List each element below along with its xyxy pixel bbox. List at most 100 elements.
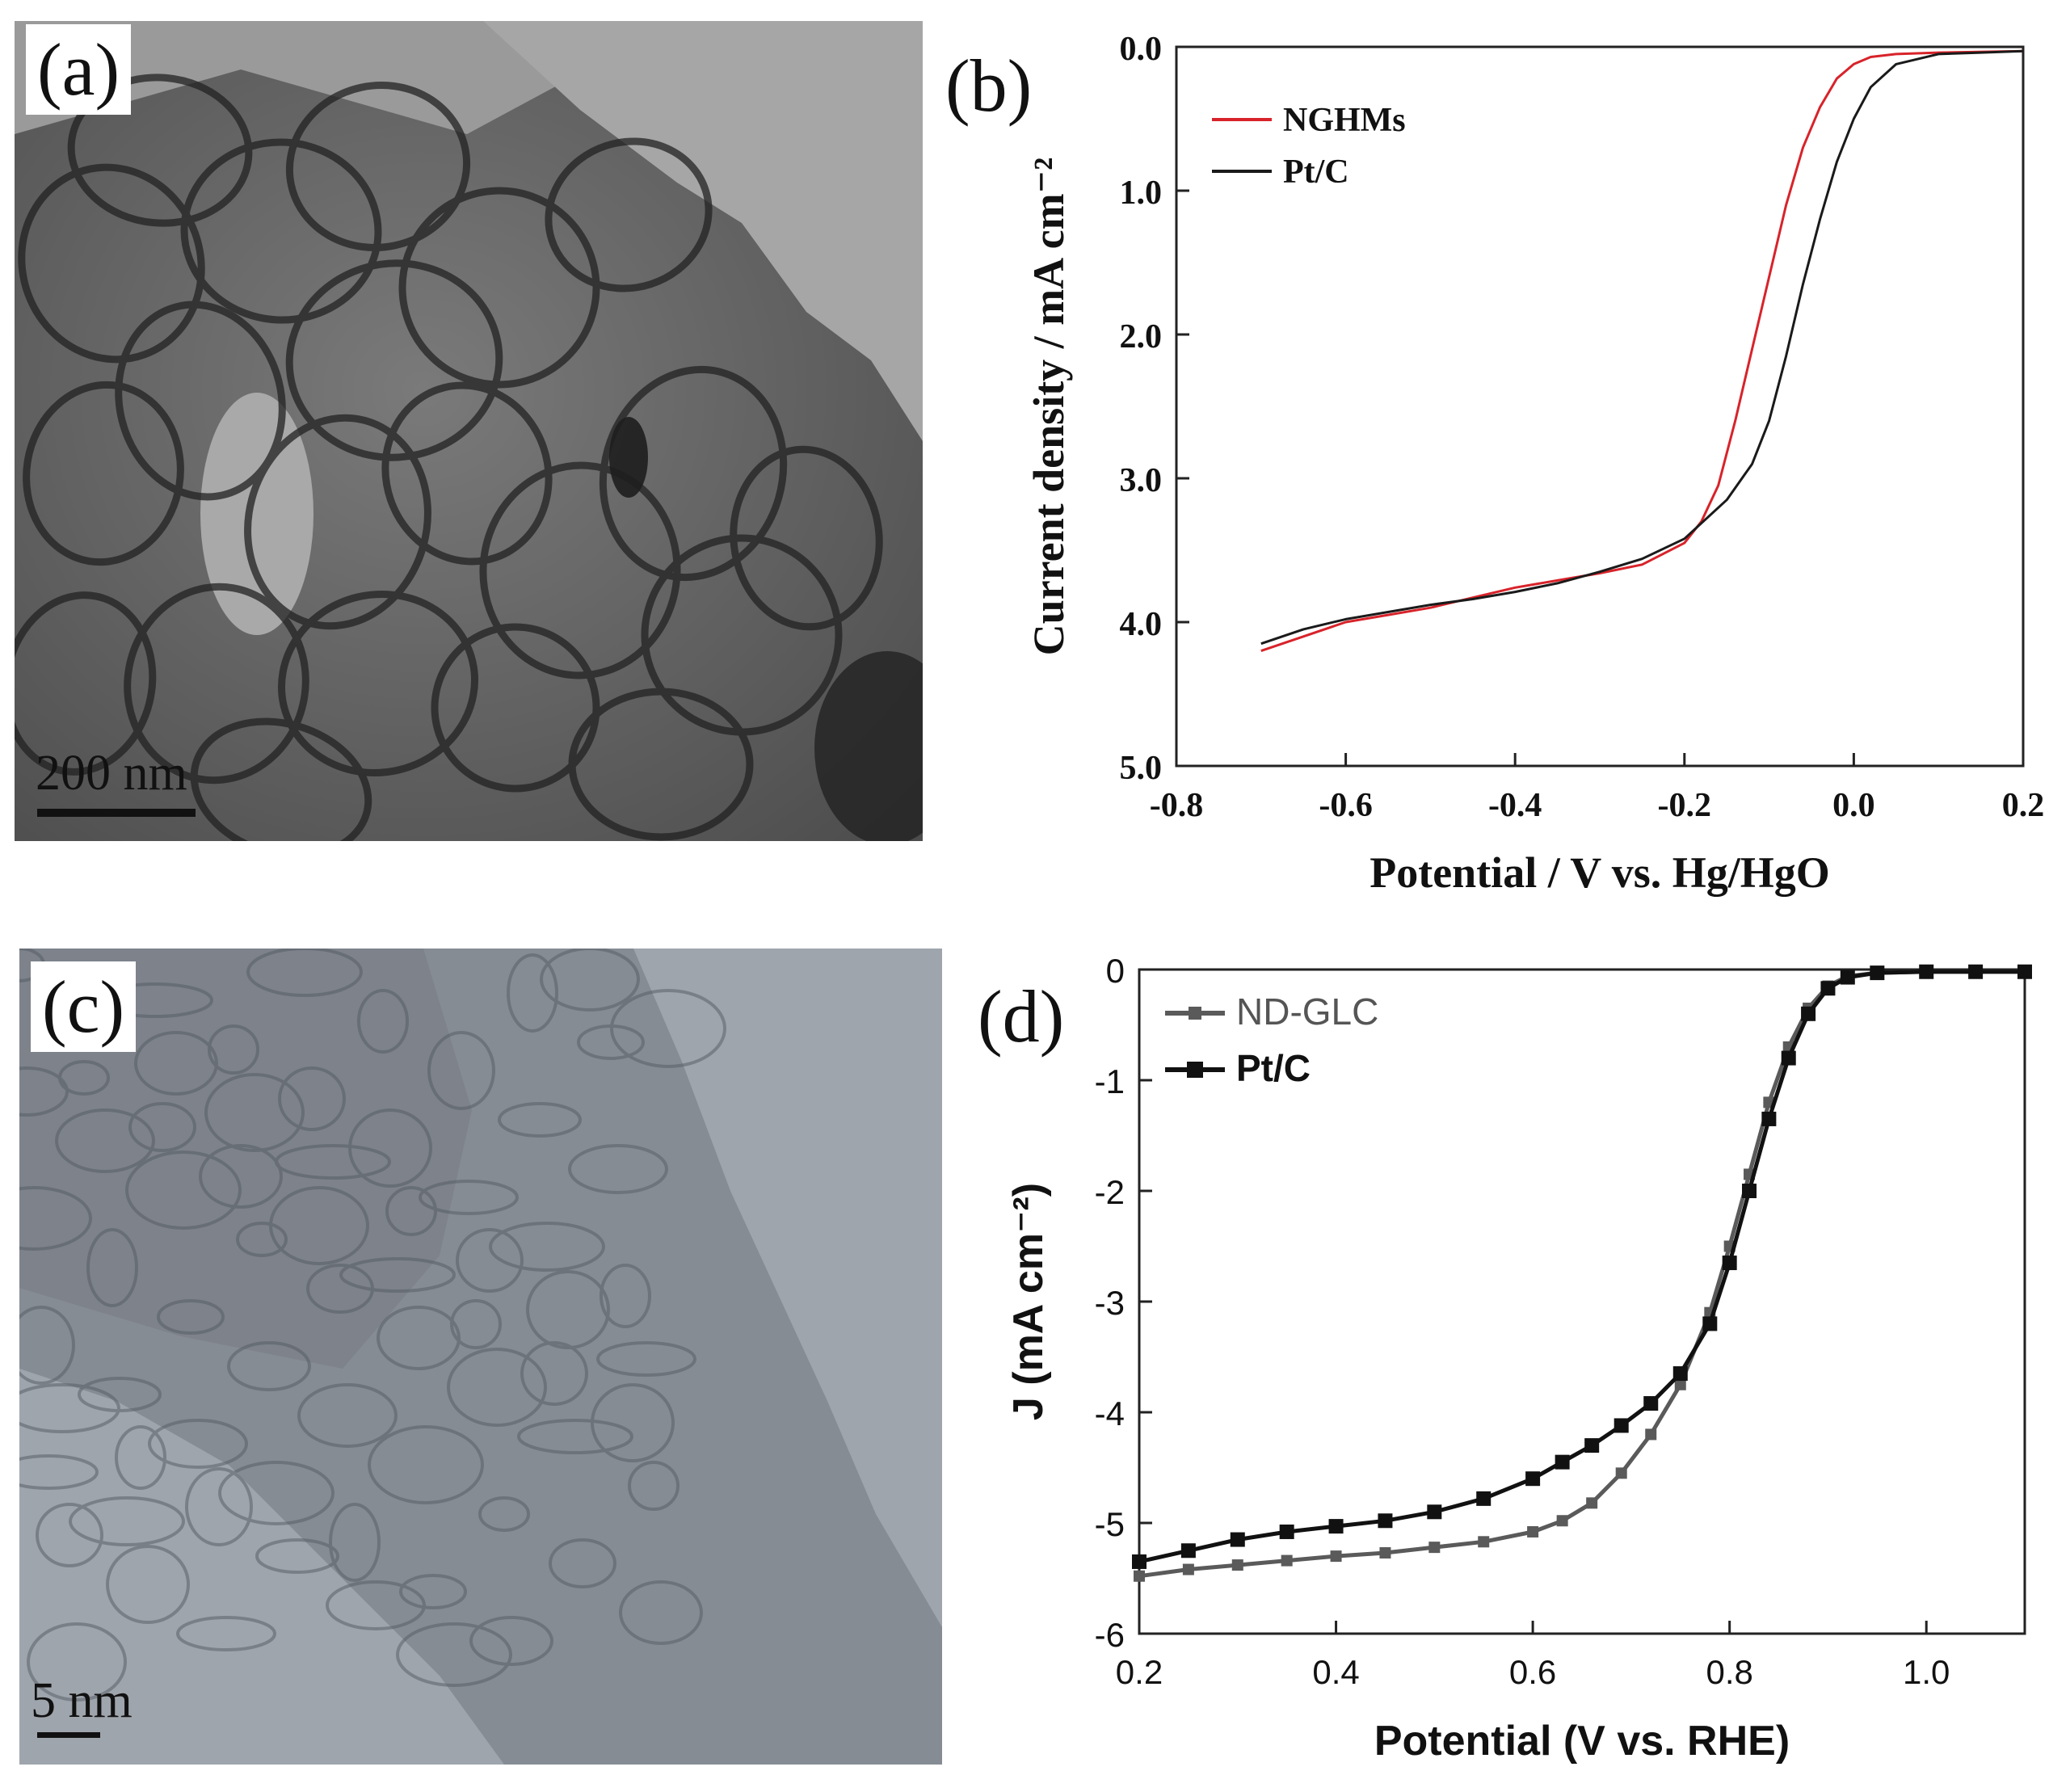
lattice-fringe [427, 1031, 495, 1110]
legend-marker [1187, 1062, 1203, 1078]
data-point [1134, 1570, 1145, 1582]
data-point [1525, 1471, 1541, 1487]
series-line-pt-c [1260, 49, 2024, 646]
lattice-fringe [78, 1377, 162, 1412]
lattice-fringe [106, 1545, 190, 1624]
lattice-fringe [176, 1616, 276, 1651]
panel-c-micrograph: (c) 5 nm [19, 949, 942, 1765]
panel-a-micrograph: (a) 200 nm [15, 21, 923, 841]
data-point [1478, 1536, 1490, 1548]
data-point [1672, 1366, 1688, 1382]
lattice-fringe [69, 1496, 185, 1546]
y-tick-label: -5 [1095, 1505, 1125, 1543]
x-tick-label: 0.0 [1832, 787, 1875, 824]
lattice-fringe [297, 1383, 398, 1448]
data-point [1427, 1504, 1442, 1520]
lattice-fringe [456, 1228, 524, 1293]
data-point [1870, 965, 1885, 981]
lattice-fringe [125, 1150, 242, 1230]
panel-label-c: (c) [31, 961, 137, 1052]
lattice-fringe [19, 1186, 92, 1251]
y-tick-label: -4 [1095, 1394, 1125, 1432]
x-tick-label: -0.4 [1488, 787, 1542, 824]
data-point [1428, 1542, 1441, 1554]
y-tick-label: 0.0 [1120, 31, 1163, 68]
lattice-fringe [377, 1306, 461, 1370]
tem-cell [23, 381, 184, 566]
lattice-fringe [19, 1454, 99, 1490]
data-point [1742, 1184, 1757, 1198]
data-point [1614, 1418, 1629, 1433]
data-point [1555, 1454, 1570, 1470]
lattice-fringe [610, 989, 726, 1068]
lattice-fringe [526, 1270, 610, 1349]
y-tick-label: 3.0 [1120, 462, 1163, 499]
lattice-fringe [540, 949, 640, 1012]
lattice-fringe [396, 1622, 512, 1687]
data-point [1527, 1525, 1539, 1538]
tem-cell [545, 137, 713, 292]
x-tick-label: 0.6 [1509, 1653, 1556, 1691]
lattice-fringe [86, 1228, 138, 1307]
data-point [1281, 1554, 1293, 1567]
x-tick-label: 0.2 [1116, 1653, 1163, 1691]
lattice-fringe [520, 1341, 588, 1406]
x-tick-label: -0.2 [1658, 787, 1712, 824]
lattice-fringe [549, 1538, 616, 1588]
lattice-fringe [36, 1503, 103, 1567]
data-point [1231, 1559, 1243, 1571]
data-point [1781, 1050, 1796, 1066]
lattice-fringe [199, 1144, 283, 1209]
y-tick-label: -2 [1095, 1173, 1125, 1211]
x-tick-label: -0.6 [1319, 787, 1373, 824]
tem-cell [285, 82, 471, 251]
y-tick-label: -6 [1095, 1616, 1125, 1654]
tem-cell [67, 74, 253, 227]
lattice-fringe [58, 1060, 110, 1096]
lattice-fringe [419, 1180, 519, 1215]
x-tick-label: 0.2 [2002, 787, 2045, 824]
tem-image-a [15, 21, 923, 841]
data-point [1840, 970, 1855, 985]
lattice-fringe [218, 1461, 334, 1525]
data-point [1584, 1438, 1600, 1453]
lattice-fringe [600, 1264, 651, 1328]
lattice-fringe [368, 1425, 484, 1504]
y-tick-label: 2.0 [1120, 318, 1163, 355]
lattice-fringe [27, 1622, 127, 1702]
lattice-fringe [236, 1222, 288, 1257]
tem-cell [15, 591, 157, 776]
data-point [1674, 1378, 1686, 1390]
panel-label-b: (b) [937, 44, 1041, 128]
data-point [1556, 1515, 1568, 1527]
lattice-fringe [568, 1144, 668, 1194]
data-point [2017, 964, 2032, 979]
lattice-fringe [596, 1341, 696, 1377]
lattice-fringe [348, 1108, 432, 1188]
legend-marker [1189, 1007, 1201, 1020]
lattice-fringe [148, 1419, 248, 1469]
tem-cell [180, 138, 382, 324]
lattice-fringe [489, 1222, 605, 1272]
data-point [1702, 1316, 1718, 1331]
y-tick-label: 5.0 [1120, 750, 1163, 787]
lattice-fringe [339, 1257, 456, 1293]
lattice-fringe [469, 1616, 553, 1666]
lattice-fringe [399, 1574, 467, 1609]
lattice-fringe [447, 1348, 547, 1427]
lattice-fringe [19, 1066, 69, 1117]
panel-d: (d) 0.2 0.4 0.6 0.8 1.0 0 -1 -2 -3 -4 -5 -6 Potentia… [937, 929, 2070, 1792]
lattice-fringe [329, 1503, 381, 1582]
chart-d: 0.2 0.4 0.6 0.8 1.0 0 -1 -2 -3 -4 -5 -6 Potential (V… [1005, 952, 2032, 1765]
legend-label: Pt/C [1283, 154, 1349, 191]
data-point [1180, 1543, 1196, 1559]
x-tick-label: -0.8 [1150, 787, 1204, 824]
lattice-fringe [115, 1425, 166, 1490]
tem-cell [115, 301, 286, 501]
lattice-fringe [157, 1299, 225, 1335]
lattice-fringe [517, 1419, 633, 1454]
data-point [1820, 981, 1836, 996]
scale-bar-label-a: 200 nm [36, 746, 187, 801]
lattice-fringe [134, 1031, 218, 1096]
y-tick-label: -1 [1095, 1062, 1125, 1100]
